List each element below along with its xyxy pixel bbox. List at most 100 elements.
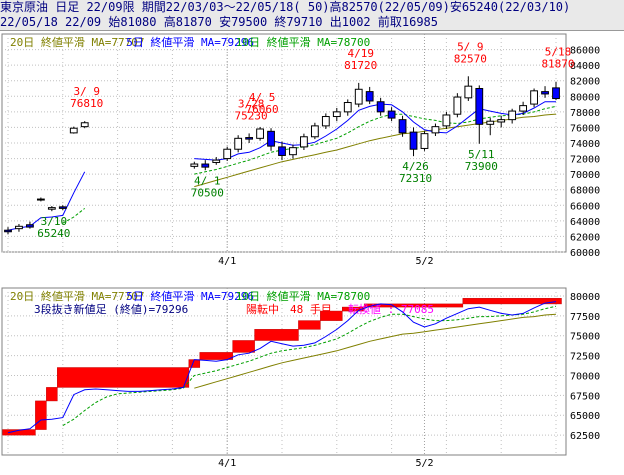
candle [223, 148, 232, 160]
y-tick-label: 68000 [570, 186, 600, 197]
ma20-line [194, 113, 557, 188]
x-tick-label: 5/2 [415, 256, 433, 267]
annotation-price: 65240 [37, 227, 70, 240]
ma10-line [62, 105, 557, 224]
y-tick-label: 84000 [570, 61, 600, 72]
subtitle-count: 48 手目 [290, 302, 332, 316]
candle [15, 225, 23, 230]
brick [462, 298, 562, 305]
annotation-price: 73900 [465, 160, 498, 173]
ma20-line [194, 313, 557, 389]
candle [190, 163, 199, 167]
y-tick-label: 80000 [570, 292, 600, 303]
x-tick-label: 4/1 [218, 458, 236, 469]
brick [363, 303, 464, 308]
y-tick-label: 62500 [570, 431, 600, 442]
brick [254, 329, 299, 341]
candle [256, 128, 264, 139]
candle [343, 102, 352, 113]
candle [289, 147, 297, 156]
candle [398, 119, 407, 134]
annotation-date: 3/10 [41, 215, 68, 228]
legend-ma20: 20日 終値平滑 MA=77707 [10, 35, 144, 49]
candle [541, 91, 549, 95]
legend-ma5: 5日 終値平滑 MA=79296 [126, 35, 254, 49]
y-tick-label: 82000 [570, 77, 600, 88]
candle [332, 111, 341, 118]
annotation-date: 4/26 [402, 160, 429, 173]
subtitle-title: 3段抜き新値足 (終値)=79296 [34, 302, 188, 316]
annotation-date: 5/ 9 [457, 40, 484, 53]
candle [47, 207, 56, 210]
y-tick-label: 62000 [570, 232, 600, 243]
y-tick-label: 74000 [570, 139, 600, 150]
y-tick-label: 75000 [570, 332, 600, 343]
y-tick-label: 80000 [570, 92, 600, 103]
annotation-date: 4/19 [347, 47, 374, 60]
legend-ma10: 10日 終値平滑 MA=78700 [236, 35, 370, 49]
brick [298, 320, 321, 330]
candle [409, 131, 418, 150]
candle [4, 229, 12, 233]
annotation-price: 76060 [246, 103, 279, 116]
y-tick-label: 72500 [570, 352, 600, 363]
candle [376, 101, 385, 113]
candle [80, 122, 89, 128]
y-tick-label: 66000 [570, 201, 600, 212]
y-tick-label: 64000 [570, 217, 600, 228]
ma10-line [62, 305, 557, 427]
y-tick-label: 78000 [570, 108, 600, 119]
y-tick-label: 76000 [570, 123, 600, 134]
annotation-price: 72310 [399, 172, 432, 185]
candle [464, 85, 473, 99]
annotation-price: 70500 [191, 186, 224, 199]
annotation-date: 4/ 1 [194, 174, 221, 187]
candle [321, 116, 330, 127]
legend-ma5: 5日 終値平滑 MA=79296 [126, 289, 254, 303]
brick [35, 400, 47, 430]
x-tick-label: 4/1 [218, 256, 236, 267]
brick [46, 387, 58, 402]
brick [232, 340, 255, 353]
candle [354, 88, 363, 105]
annotation-price: 75230 [235, 109, 268, 122]
candle [201, 163, 210, 168]
candle [278, 146, 286, 156]
annotation-date: 4/ 5 [249, 91, 276, 104]
candle [431, 126, 440, 134]
candle [212, 159, 221, 163]
candle [234, 137, 243, 150]
brick [342, 306, 365, 312]
annotation-date: 5/18 [545, 46, 572, 59]
brick [199, 352, 233, 360]
annotation-price: 76810 [70, 97, 103, 110]
y-tick-label: 70000 [570, 371, 600, 382]
ma5-line [7, 301, 557, 434]
brick [57, 367, 190, 388]
brick [2, 429, 36, 436]
candle [552, 87, 560, 100]
candle [26, 224, 34, 228]
candle [58, 206, 67, 209]
legend-ma10: 10日 終値平滑 MA=78700 [236, 289, 370, 303]
candle [310, 125, 319, 138]
candle [300, 136, 308, 148]
y-tick-label: 65000 [570, 411, 600, 422]
candle [497, 119, 506, 123]
annotation-price: 81870 [541, 58, 574, 71]
candle [420, 133, 429, 149]
y-tick-label: 60000 [570, 248, 600, 259]
candle [442, 114, 451, 127]
header-quote: 22/05/18 22/09 始81080 高81870 安79500 終797… [0, 15, 624, 31]
y-tick-label: 72000 [570, 155, 600, 166]
y-tick-label: 67500 [570, 391, 600, 402]
subtitle-trend: 陽転中 [246, 303, 279, 316]
brick [320, 310, 343, 321]
candle [245, 137, 254, 140]
candle [69, 127, 78, 134]
candle [530, 90, 538, 105]
candle [475, 88, 484, 125]
annotation-price: 82570 [454, 52, 487, 65]
candle [508, 110, 517, 121]
annotation-date: 5/11 [468, 148, 495, 161]
